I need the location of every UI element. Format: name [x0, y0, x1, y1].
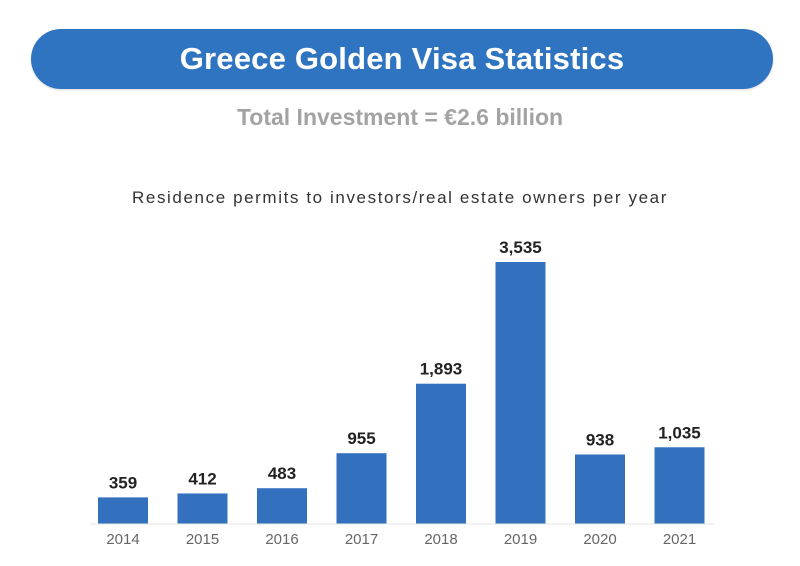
x-tick-label-2014: 2014	[106, 531, 139, 548]
bar-value-label-2020: 938	[586, 430, 614, 449]
bar-value-label-2019: 3,535	[499, 238, 542, 257]
bar-2020	[575, 454, 625, 524]
title-banner: Greece Golden Visa Statistics	[31, 29, 773, 89]
x-tick-label-2021: 2021	[663, 531, 696, 548]
x-tick-label-2018: 2018	[424, 531, 457, 548]
bar-2015	[177, 493, 228, 524]
bar-2016	[257, 488, 307, 524]
bar-2017	[336, 453, 387, 524]
bar-2019	[495, 262, 546, 524]
bar-2018	[416, 383, 466, 524]
x-tick-label-2016: 2016	[265, 531, 298, 548]
chart-title: Residence permits to investors/real esta…	[132, 188, 668, 207]
total-investment-subtitle: Total Investment = €2.6 billion	[236, 104, 564, 130]
bar-2014	[98, 497, 148, 524]
bar-value-label-2016: 483	[268, 464, 296, 483]
bar-value-label-2014: 359	[109, 473, 137, 492]
bar-value-label-2017: 955	[347, 429, 375, 448]
bar-value-label-2015: 412	[188, 469, 216, 488]
x-tick-label-2017: 2017	[345, 531, 378, 548]
bar-2021	[654, 447, 705, 524]
bar-value-label-2018: 1,893	[420, 360, 463, 379]
x-tick-label-2019: 2019	[504, 531, 537, 548]
x-tick-label-2020: 2020	[583, 531, 616, 548]
bar-group: 359 2014 412 2015 483 2016 955 2017 1,893 2018 3,5…	[98, 238, 705, 548]
x-tick-label-2015: 2015	[186, 531, 219, 548]
bar-value-label-2021: 1,035	[658, 423, 701, 442]
page-title: Greece Golden Visa Statistics	[179, 41, 625, 76]
